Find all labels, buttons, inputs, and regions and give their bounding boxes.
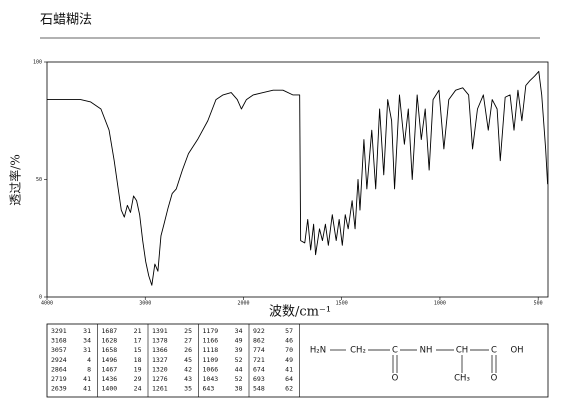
atom-label: CH₂ bbox=[350, 346, 366, 356]
x-tick-label: 4000 bbox=[41, 301, 53, 307]
peak-transmittance: 49 bbox=[235, 337, 243, 345]
table-frame bbox=[46, 323, 549, 398]
peak-wavenumber: 862 bbox=[253, 337, 265, 345]
peak-wavenumber: 1628 bbox=[102, 337, 118, 345]
peak-wavenumber: 1179 bbox=[203, 327, 219, 335]
peak-wavenumber: 1320 bbox=[152, 365, 168, 373]
y-tick-label: 0 bbox=[39, 295, 42, 301]
peak-transmittance: 27 bbox=[184, 337, 192, 345]
atom-label: C bbox=[392, 346, 398, 356]
peak-wavenumber: 3057 bbox=[51, 346, 67, 354]
peak-transmittance: 8 bbox=[87, 365, 91, 373]
peak-wavenumber: 3291 bbox=[51, 327, 67, 335]
peak-transmittance: 41 bbox=[83, 385, 91, 393]
peak-wavenumber: 2924 bbox=[51, 356, 67, 364]
peak-wavenumber: 721 bbox=[253, 356, 265, 364]
peak-wavenumber: 3168 bbox=[51, 337, 67, 345]
peak-transmittance: 21 bbox=[134, 327, 142, 335]
peak-transmittance: 26 bbox=[184, 346, 192, 354]
peak-transmittance: 42 bbox=[184, 365, 192, 373]
x-tick-label: 1500 bbox=[336, 301, 348, 307]
peak-transmittance: 38 bbox=[235, 385, 243, 393]
peak-transmittance: 43 bbox=[184, 375, 192, 383]
peak-transmittance: 62 bbox=[285, 385, 293, 393]
peak-transmittance: 39 bbox=[235, 346, 243, 354]
spectrum-line bbox=[47, 70, 549, 286]
peak-wavenumber: 1687 bbox=[102, 327, 118, 335]
peak-wavenumber: 1400 bbox=[102, 385, 118, 393]
peak-wavenumber: 1436 bbox=[102, 375, 118, 383]
peak-wavenumber: 1327 bbox=[152, 356, 168, 364]
peak-transmittance: 64 bbox=[285, 375, 293, 383]
peak-transmittance: 35 bbox=[184, 385, 192, 393]
structure: H₂N CH₂ C NH CH C OH O CH₃ O bbox=[310, 346, 524, 384]
peak-wavenumber: 643 bbox=[203, 385, 215, 393]
peak-wavenumber: 548 bbox=[253, 385, 265, 393]
peak-wavenumber: 2864 bbox=[51, 365, 67, 373]
peak-wavenumber: 922 bbox=[253, 327, 265, 335]
peak-transmittance: 52 bbox=[235, 356, 243, 364]
atom-label: C bbox=[491, 346, 497, 356]
peak-transmittance: 70 bbox=[285, 346, 293, 354]
chart-title: 石蜡糊法 bbox=[40, 12, 92, 28]
peak-wavenumber: 1118 bbox=[203, 346, 219, 354]
atom-label: O bbox=[392, 374, 399, 384]
peak-transmittance: 4 bbox=[87, 356, 91, 364]
peak-wavenumber: 1276 bbox=[152, 375, 168, 383]
x-tick-label: 1000 bbox=[434, 301, 446, 307]
peak-transmittance: 46 bbox=[285, 337, 293, 345]
atom-label: CH₃ bbox=[454, 374, 470, 384]
plot-frame bbox=[46, 61, 549, 298]
peak-wavenumber: 1366 bbox=[152, 346, 168, 354]
peak-wavenumber: 674 bbox=[253, 365, 265, 373]
peak-transmittance: 31 bbox=[83, 346, 91, 354]
atom-label: NH bbox=[420, 346, 433, 356]
peak-transmittance: 49 bbox=[285, 356, 293, 364]
peak-wavenumber: 1467 bbox=[102, 365, 118, 373]
atom-label: H₂N bbox=[310, 346, 326, 356]
peak-transmittance: 52 bbox=[235, 375, 243, 383]
peak-wavenumber: 1066 bbox=[203, 365, 219, 373]
peak-wavenumber: 2639 bbox=[51, 385, 67, 393]
peak-wavenumber: 2719 bbox=[51, 375, 67, 383]
atom-label: CH bbox=[456, 346, 468, 356]
peak-transmittance: 41 bbox=[285, 365, 293, 373]
peak-wavenumber: 1043 bbox=[203, 375, 219, 383]
peak-transmittance: 34 bbox=[235, 327, 243, 335]
peak-transmittance: 57 bbox=[285, 327, 293, 335]
y-tick-label: 100 bbox=[33, 60, 42, 66]
x-tick-label: 500 bbox=[534, 301, 543, 307]
peak-transmittance: 25 bbox=[184, 327, 192, 335]
peak-wavenumber: 1391 bbox=[152, 327, 168, 335]
atom-label: OH bbox=[510, 346, 523, 356]
peak-wavenumber: 1109 bbox=[203, 356, 219, 364]
peak-transmittance: 17 bbox=[134, 337, 142, 345]
peak-wavenumber: 1496 bbox=[102, 356, 118, 364]
peak-wavenumber: 1166 bbox=[203, 337, 219, 345]
y-axis-label: 透过率/% bbox=[8, 154, 23, 205]
peak-wavenumber: 1261 bbox=[152, 385, 168, 393]
peak-transmittance: 31 bbox=[83, 327, 91, 335]
peak-transmittance: 18 bbox=[134, 356, 142, 364]
peak-wavenumber: 1378 bbox=[152, 337, 168, 345]
peak-transmittance: 34 bbox=[83, 337, 91, 345]
peak-transmittance: 15 bbox=[134, 346, 142, 354]
x-axis-label: 波数/cm⁻¹ bbox=[269, 305, 331, 320]
peak-transmittance: 44 bbox=[235, 365, 243, 373]
peak-wavenumber: 774 bbox=[253, 346, 265, 354]
peak-wavenumber: 1658 bbox=[102, 346, 118, 354]
y-tick-label: 50 bbox=[36, 177, 42, 183]
peak-transmittance: 45 bbox=[184, 356, 192, 364]
peak-transmittance: 41 bbox=[83, 375, 91, 383]
peak-transmittance: 29 bbox=[134, 375, 142, 383]
x-tick-label: 2000 bbox=[237, 301, 249, 307]
peak-wavenumber: 693 bbox=[253, 375, 265, 383]
x-tick-label: 3000 bbox=[139, 301, 151, 307]
peak-transmittance: 24 bbox=[134, 385, 142, 393]
peak-transmittance: 19 bbox=[134, 365, 142, 373]
atom-label: O bbox=[491, 374, 498, 384]
